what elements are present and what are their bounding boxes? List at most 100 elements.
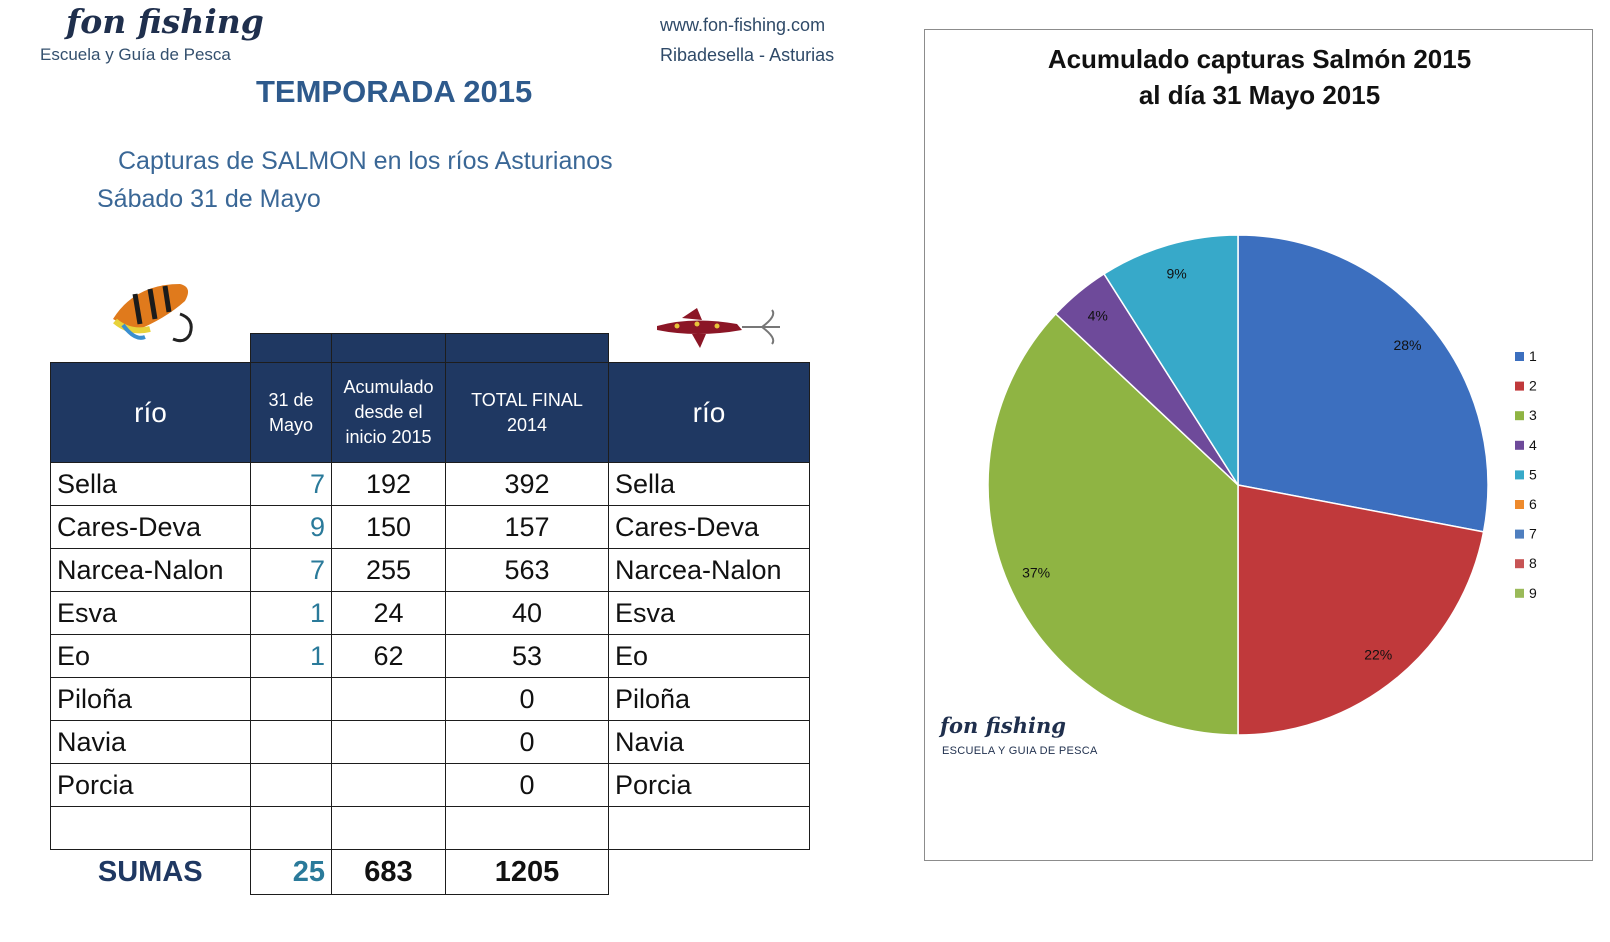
sums-label: SUMAS bbox=[50, 849, 251, 895]
river-name-right: Esva bbox=[608, 591, 810, 635]
day-catch bbox=[250, 806, 332, 850]
header-cumulative: Acumulado desde el inicio 2015 bbox=[331, 362, 446, 463]
legend-swatch-6 bbox=[1515, 500, 1524, 509]
table-row bbox=[50, 806, 810, 850]
pie-data-label: 28% bbox=[1393, 337, 1421, 353]
table-row: Porcia 0 Porcia bbox=[50, 763, 810, 807]
legend-label-6: 6 bbox=[1529, 496, 1537, 512]
total-2014: 563 bbox=[445, 548, 609, 592]
cumulative-catch: 24 bbox=[331, 591, 446, 635]
legend-swatch-3 bbox=[1515, 411, 1524, 421]
pie-slice-1 bbox=[1237, 234, 1489, 533]
cumulative-catch bbox=[331, 720, 446, 764]
cumulative-catch: 150 bbox=[331, 505, 446, 549]
river-name: Navia bbox=[50, 720, 251, 764]
date-line: Sábado 31 de Mayo bbox=[97, 185, 321, 213]
day-catch: 9 bbox=[250, 505, 332, 549]
day-catch: 7 bbox=[250, 548, 332, 592]
day-catch bbox=[250, 677, 332, 721]
total-2014: 53 bbox=[445, 634, 609, 678]
legend-swatch-5 bbox=[1515, 470, 1524, 480]
table-row: Narcea-Nalon 7 255 563 Narcea-Nalon bbox=[50, 548, 810, 592]
sum-cumulative: 683 bbox=[331, 849, 446, 895]
legend-label-3: 3 bbox=[1529, 407, 1537, 423]
legend-label-8: 8 bbox=[1529, 555, 1537, 571]
brand-logo: fon fishing bbox=[66, 2, 264, 41]
river-name: Sella bbox=[50, 462, 251, 506]
river-name: Cares-Deva bbox=[50, 505, 251, 549]
pie-slice-2 bbox=[1237, 484, 1485, 736]
river-name: Narcea-Nalon bbox=[50, 548, 251, 592]
header-day: 31 de Mayo bbox=[250, 362, 332, 463]
river-name: Piloña bbox=[50, 677, 251, 721]
river-name-right: Cares-Deva bbox=[608, 505, 810, 549]
pie-data-label: 37% bbox=[1022, 564, 1050, 580]
legend-swatch-2 bbox=[1515, 381, 1524, 391]
day-catch bbox=[250, 720, 332, 764]
table-header-row: río 31 de Mayo Acumulado desde el inicio 20… bbox=[50, 362, 810, 463]
river-name-right: Porcia bbox=[608, 763, 810, 807]
pie-data-label: 22% bbox=[1364, 647, 1392, 663]
river-name-right: Narcea-Nalon bbox=[608, 548, 810, 592]
location: Ribadesella - Asturias bbox=[660, 45, 835, 65]
cumulative-catch bbox=[331, 806, 446, 850]
sum-day: 25 bbox=[250, 849, 332, 895]
day-catch bbox=[250, 763, 332, 807]
table-row: Esva 1 24 40 Esva bbox=[50, 591, 810, 635]
header-rio-left: río bbox=[50, 362, 251, 463]
pie-chart: 28% 22% 37% 4% 9% 1 2 3 4 5 6 7 8 9 bbox=[987, 234, 1537, 736]
pie-slice-5 bbox=[1103, 234, 1239, 488]
page-subtitle: Capturas de SALMON en los ríos Asturiano… bbox=[118, 147, 613, 175]
table-row: Piloña 0 Piloña bbox=[50, 677, 810, 721]
day-catch: 1 bbox=[250, 591, 332, 635]
river-name: Eo bbox=[50, 634, 251, 678]
salmon-fly-image bbox=[113, 284, 193, 343]
pie-data-label: 9% bbox=[1167, 266, 1187, 282]
cumulative-catch: 62 bbox=[331, 634, 446, 678]
table-row: Eo 1 62 53 Eo bbox=[50, 634, 810, 678]
legend-swatch-4 bbox=[1515, 440, 1524, 450]
total-2014: 0 bbox=[445, 763, 609, 807]
day-catch: 7 bbox=[250, 462, 332, 506]
pie-data-label: 4% bbox=[1088, 307, 1108, 323]
watermark-subtitle: ESCUELA Y GUIA DE PESCA bbox=[942, 745, 1098, 757]
legend-swatch-7 bbox=[1515, 529, 1524, 539]
fishing-lure-image bbox=[657, 308, 780, 348]
pie-slice-3 bbox=[987, 312, 1239, 736]
river-name-right: Eo bbox=[608, 634, 810, 678]
chart-subtitle: al día 31 Mayo 2015 bbox=[1138, 80, 1381, 110]
header-total: TOTAL FINAL 2014 bbox=[445, 362, 609, 463]
sum-total: 1205 bbox=[445, 849, 609, 895]
watermark-logo: fon fishing bbox=[940, 713, 1066, 738]
season-title: TEMPORADA 2015 bbox=[256, 74, 533, 109]
legend-label-9: 9 bbox=[1529, 585, 1537, 601]
table-row: Navia 0 Navia bbox=[50, 720, 810, 764]
legend-label-2: 2 bbox=[1529, 378, 1537, 394]
legend-label-1: 1 bbox=[1529, 348, 1537, 364]
river-name-right: Navia bbox=[608, 720, 810, 764]
table-row: Cares-Deva 9 150 157 Cares-Deva bbox=[50, 505, 810, 549]
day-catch: 1 bbox=[250, 634, 332, 678]
legend-swatch-9 bbox=[1515, 588, 1524, 598]
legend-label-4: 4 bbox=[1529, 437, 1537, 453]
legend-swatch-8 bbox=[1515, 559, 1524, 569]
total-2014: 157 bbox=[445, 505, 609, 549]
table-row: Sella 7 192 392 Sella bbox=[50, 462, 810, 506]
cumulative-catch: 192 bbox=[331, 462, 446, 506]
legend-swatch-1 bbox=[1515, 352, 1524, 361]
total-2014: 0 bbox=[445, 720, 609, 764]
sums-row: SUMAS 25 683 1205 bbox=[50, 849, 810, 895]
total-2014: 40 bbox=[445, 591, 609, 635]
cumulative-catch: 255 bbox=[331, 548, 446, 592]
total-2014: 392 bbox=[445, 462, 609, 506]
brand-subtitle: Escuela y Guía de Pesca bbox=[40, 45, 231, 64]
cumulative-catch bbox=[331, 763, 446, 807]
river-name bbox=[50, 806, 251, 850]
legend-label-7: 7 bbox=[1529, 526, 1537, 542]
total-2014: 0 bbox=[445, 677, 609, 721]
river-name-right: Piloña bbox=[608, 677, 810, 721]
legend-label-5: 5 bbox=[1529, 466, 1537, 482]
website-url: www.fon-fishing.com bbox=[660, 15, 826, 35]
river-name-right: Sella bbox=[608, 462, 810, 506]
chart-title: Acumulado capturas Salmón 2015 bbox=[1047, 44, 1472, 74]
